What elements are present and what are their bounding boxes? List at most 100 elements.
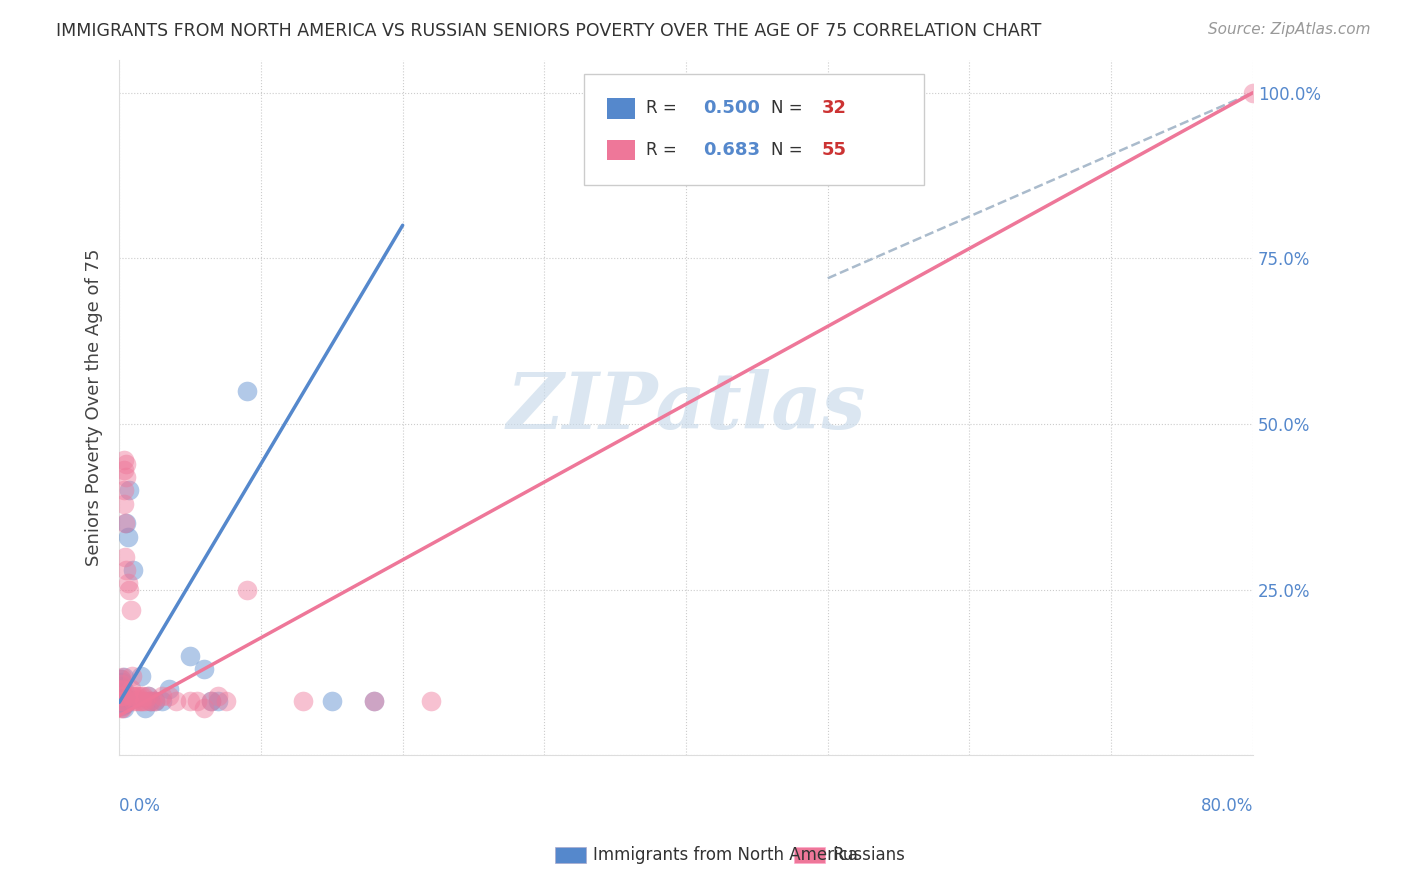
Bar [607,140,636,161]
Point [114,549,136,564]
Text: IMMIGRANTS FROM NORTH AMERICA VS RUSSIAN SENIORS POVERTY OVER THE AGE OF 75 CORR: IMMIGRANTS FROM NORTH AMERICA VS RUSSIAN… [56,22,1042,40]
Point [114,690,136,704]
Point [111,698,134,713]
Point [112,463,135,477]
Point [118,483,141,498]
Point [110,672,132,686]
Point [157,682,180,697]
Text: N =: N = [770,141,803,159]
Text: Source: ZipAtlas.com: Source: ZipAtlas.com [1208,22,1371,37]
Point [139,694,162,708]
Point [125,689,148,703]
Point [112,483,135,498]
Point [112,497,135,511]
Point [179,648,201,663]
Point [127,689,149,703]
Point [117,576,139,591]
Point [110,692,132,706]
Point [111,682,134,697]
Point [236,384,259,398]
Point [115,470,138,484]
Text: ZIPatlas: ZIPatlas [506,369,866,446]
Point [111,700,134,714]
Point [111,695,134,709]
Text: 80.0%: 80.0% [1201,797,1253,815]
Point [132,689,155,703]
Point [200,694,222,708]
Point [112,670,135,684]
Point [420,694,443,708]
FancyBboxPatch shape [583,73,924,185]
Point [236,582,259,597]
Point [150,689,173,703]
Point [110,672,132,686]
Point [110,694,132,708]
Point [112,683,135,698]
Point [110,700,132,714]
Point [111,689,134,703]
Point [165,694,187,708]
Point [120,602,142,616]
Point [112,453,135,467]
Point [193,662,215,676]
Point [157,689,180,703]
Point [1241,86,1264,100]
Text: R =: R = [647,99,678,118]
Point [112,700,135,714]
Point [114,516,136,531]
Point [112,694,135,708]
Point [121,669,143,683]
Point [131,694,153,708]
Text: 0.683: 0.683 [703,141,761,159]
Point [129,689,152,703]
Y-axis label: Seniors Poverty Over the Age of 75: Seniors Poverty Over the Age of 75 [86,249,103,566]
Point [186,694,208,708]
Point [128,694,150,708]
Point [117,530,139,544]
Point [193,700,215,714]
Text: 32: 32 [823,99,846,118]
Point [179,694,201,708]
Text: 0.500: 0.500 [703,99,759,118]
Point [110,683,132,698]
Point [200,694,222,708]
Point [111,675,134,690]
Point [115,457,138,471]
Point [110,689,132,703]
Point [143,694,166,708]
Point [136,689,159,703]
Text: 55: 55 [823,141,846,159]
Text: Immigrants from North America: Immigrants from North America [593,847,858,864]
Point [321,694,343,708]
Point [150,694,173,708]
Point [118,582,141,597]
Point [114,697,136,711]
Point [134,700,156,714]
Point [129,669,152,683]
Point [120,682,142,697]
Point [136,689,159,703]
Point [122,689,145,703]
Point [110,677,132,691]
Point [363,694,385,708]
Point [115,563,138,577]
Bar [607,98,636,119]
Text: 0.0%: 0.0% [120,797,162,815]
Point [207,694,229,708]
Text: N =: N = [770,99,803,118]
Point [110,685,132,699]
Point [143,694,166,708]
Point [141,694,163,708]
Point [121,689,143,703]
Point [111,670,134,684]
Point [214,694,236,708]
Point [134,694,156,708]
Point [115,516,138,531]
Point [207,689,229,703]
Text: Russians: Russians [832,847,905,864]
Point [122,694,145,708]
Point [292,694,315,708]
Point [111,694,134,708]
Text: R =: R = [647,141,678,159]
Point [110,679,132,693]
